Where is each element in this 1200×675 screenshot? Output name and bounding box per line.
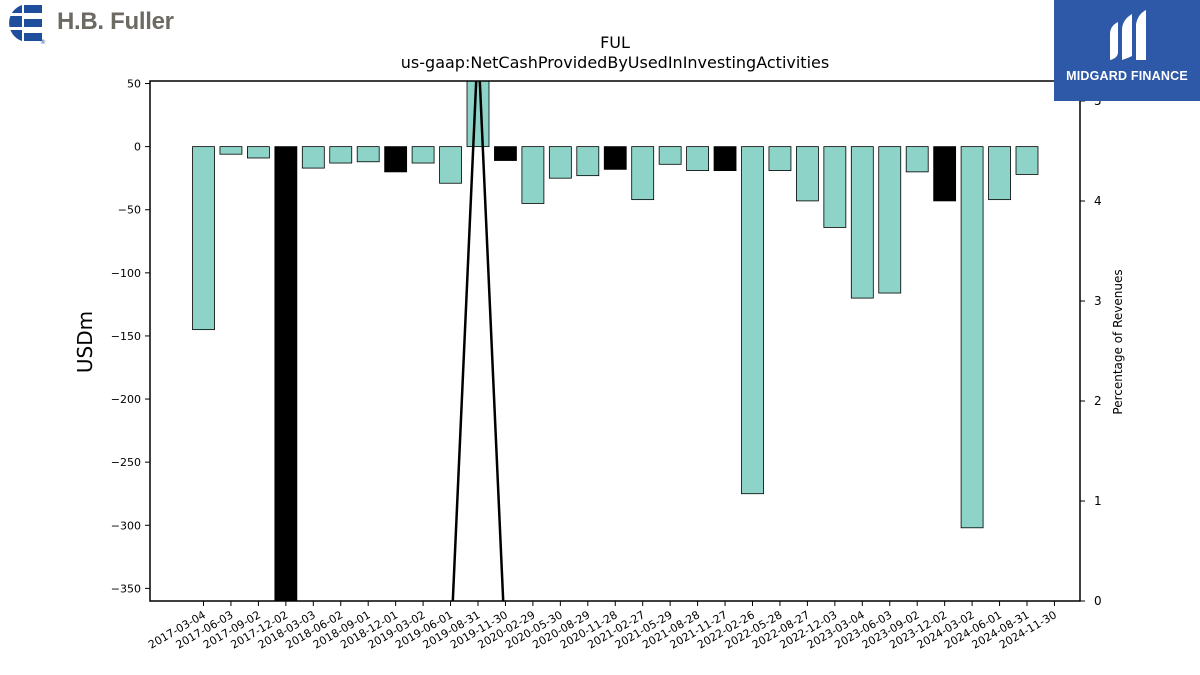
y-tick-label: −200 (111, 393, 141, 406)
y2-tick-label: 3 (1094, 294, 1102, 308)
bar-2022-12-03 (823, 146, 847, 228)
bar-2020-08-29 (576, 146, 600, 177)
left-axis: 50 0 −50 −100 −150 −200 −250 −300 −350 (111, 78, 150, 595)
bar-2023-12-02 (933, 146, 957, 202)
y2-tick-label: 4 (1094, 194, 1102, 208)
chart-subtitle: us-gaap:NetCashProvidedByUsedInInvesting… (401, 53, 829, 72)
chart-title: FUL (600, 33, 630, 52)
company-name: H.B. Fuller (57, 8, 174, 35)
svg-text:®: ® (40, 39, 46, 44)
bar-2024-06-01 (988, 146, 1011, 201)
y-tick-label: 50 (127, 78, 141, 91)
y2-tick-label: 1 (1094, 494, 1102, 508)
bar-2017-03-04 (192, 146, 215, 331)
y2-tick-label: 0 (1094, 594, 1102, 608)
bar-2023-06-03 (878, 146, 902, 294)
right-axis: 0 1 2 3 4 5 (1080, 94, 1102, 608)
company-logo: ® (4, 4, 194, 46)
line-layer (451, 81, 505, 601)
bar-2018-06-02 (329, 146, 353, 164)
midgard-logo-icon (1110, 10, 1146, 60)
y-tick-label: −100 (111, 267, 141, 280)
bar-2017-12-02 (274, 146, 298, 602)
hb-fuller-logo-icon: ® (4, 5, 46, 46)
bars-layer (192, 80, 1039, 602)
bar-2019-03-02 (411, 146, 435, 164)
bar-2019-06-01 (439, 146, 462, 184)
bar-2018-09-01 (356, 146, 380, 163)
bar-2018-03-03 (301, 146, 325, 169)
y-tick-label: 0 (134, 141, 141, 154)
bar-2019-11-30 (494, 146, 517, 161)
y-tick-label: −350 (111, 582, 141, 595)
brand-name: MIDGARD FINANCE (1066, 69, 1188, 83)
bar-2021-08-28 (686, 146, 709, 172)
bar-2019-08-31 (466, 80, 490, 148)
y-axis-label: USDm (73, 311, 97, 373)
bar-2022-02-26 (741, 146, 764, 495)
y-tick-label: −250 (111, 456, 141, 469)
bar-2022-08-27 (796, 146, 819, 202)
x-axis: 2017-03-042017-06-032017-09-022017-12-02… (146, 601, 1059, 652)
bar-2020-11-28 (603, 146, 627, 170)
bar-2024-08-31 (1015, 146, 1039, 175)
bar-2020-05-30 (548, 146, 572, 179)
bar-2023-09-02 (905, 146, 929, 173)
bar-2021-02-27 (631, 146, 655, 201)
percentage-line (451, 81, 505, 601)
y2-axis-label: Percentage of Revenues (1111, 269, 1125, 414)
y-tick-label: −50 (118, 204, 141, 217)
bar-2023-03-04 (850, 146, 874, 299)
bar-2020-02-29 (521, 146, 545, 204)
y-tick-label: −300 (111, 519, 141, 532)
bar-2024-03-02 (960, 146, 984, 529)
bar-2017-09-02 (246, 146, 270, 159)
bar-2021-11-27 (713, 146, 737, 172)
y2-tick-label: 5 (1094, 94, 1102, 108)
brand-logo: MIDGARD FINANCE (1054, 0, 1200, 101)
bar-2018-12-01 (384, 146, 408, 173)
y-tick-label: −150 (111, 330, 141, 343)
y2-tick-label: 2 (1094, 394, 1102, 408)
bar-2017-06-03 (219, 146, 243, 155)
bar-2022-05-28 (768, 146, 792, 172)
bar-2021-05-29 (658, 146, 682, 165)
